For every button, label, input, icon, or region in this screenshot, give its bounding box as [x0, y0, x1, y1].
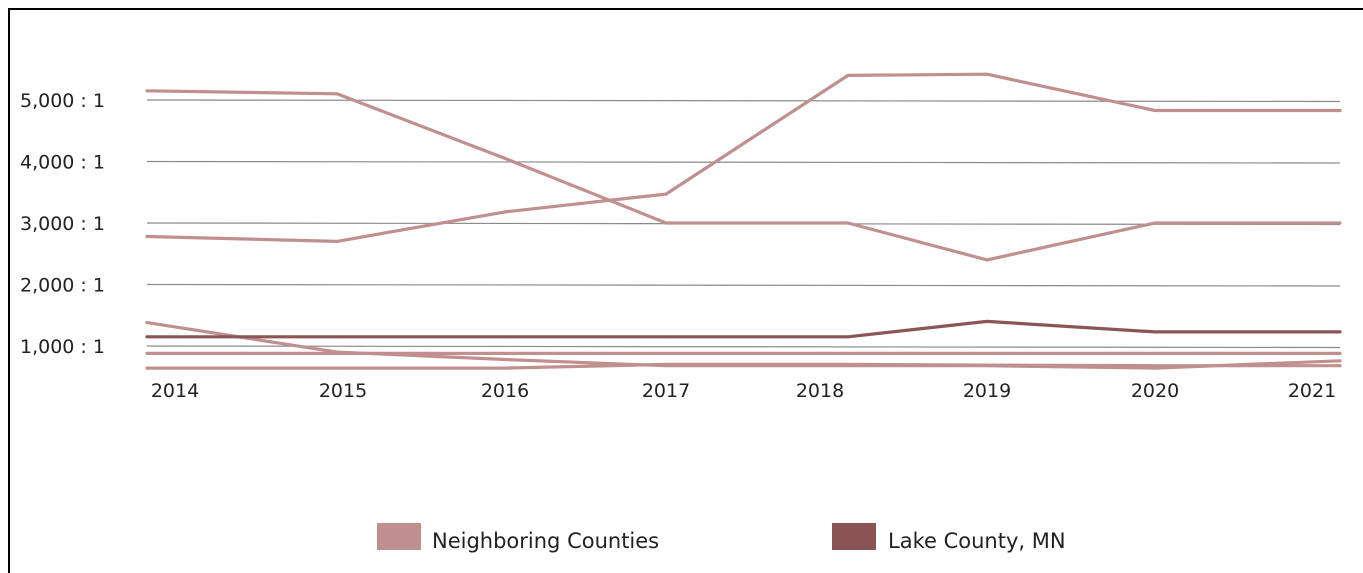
data-point-neighbor-3-2021: [1338, 352, 1342, 355]
data-point-lake-5-2017: [664, 335, 668, 339]
x-tick-label-2016: 2016: [481, 380, 529, 402]
series-line-neighbor-1: [145, 72, 1342, 243]
data-point-neighbor-2-2014: [145, 321, 149, 324]
data-point-neighbor-2-2020: [1153, 366, 1157, 370]
data-point-neighbor-4-2019: [985, 363, 989, 367]
data-point-neighbor-3-2016: [503, 352, 507, 355]
data-point-neighbor-3-2017: [664, 352, 668, 355]
data-point-neighbor-1-2018: [846, 74, 850, 77]
legend-label-lake-county: Lake County, MN: [888, 529, 1066, 553]
legend-swatch-lake-county: [832, 523, 876, 550]
gridline-4000: [146, 160, 1341, 164]
data-point-neighbor-3-2014: [145, 352, 149, 355]
data-point-neighbor-1-2016: [503, 210, 507, 214]
x-axis-tick-labels: 2014 2015 2016 2017 2018 2019 2020 2021: [151, 380, 1336, 402]
data-point-neighbor-3-2019: [985, 352, 989, 355]
x-tick-label-2017: 2017: [642, 380, 690, 402]
y-tick-label: 2,000 : 1: [20, 275, 105, 297]
x-tick-label-2015: 2015: [319, 380, 367, 402]
data-point-lake-5-2018: [846, 335, 850, 339]
series-line-neighbor-4: [145, 362, 1342, 370]
series-line-neighbor-0: [145, 89, 1342, 262]
gridlines: [146, 99, 1341, 349]
data-point-neighbor-0-2018: [846, 221, 850, 225]
y-tick-label: 4,000 : 1: [20, 152, 105, 174]
gridline-2000: [146, 283, 1341, 287]
data-point-neighbor-0-2014: [145, 89, 149, 93]
data-point-neighbor-0-2019: [985, 258, 989, 262]
data-point-neighbor-1-2021: [1338, 109, 1342, 112]
legend-swatch-neighboring-counties: [377, 523, 421, 550]
series-lines: [145, 72, 1342, 370]
legend: Neighboring Counties Lake County, MN: [377, 523, 1066, 553]
data-point-neighbor-1-2020: [1153, 109, 1157, 112]
y-tick-label: 3,000 : 1: [20, 213, 105, 235]
y-tick-label: 5,000 : 1: [20, 90, 105, 112]
data-point-lake-5-2020: [1153, 330, 1157, 334]
data-point-neighbor-0-2015: [335, 92, 339, 96]
data-point-lake-5-2014: [145, 335, 149, 339]
data-point-neighbor-2-2021: [1338, 359, 1342, 363]
data-point-neighbor-3-2018: [846, 352, 850, 355]
data-point-neighbor-1-2015: [335, 240, 339, 243]
x-tick-label-2019: 2019: [963, 380, 1011, 402]
gridline-5000: [146, 99, 1341, 103]
data-point-neighbor-4-2018: [846, 363, 850, 366]
data-point-neighbor-1-2019: [985, 72, 989, 76]
data-point-neighbor-4-2014: [145, 366, 149, 370]
data-point-lake-5-2015: [335, 335, 339, 339]
data-point-lake-5-2016: [503, 335, 507, 339]
data-point-neighbor-0-2017: [664, 221, 668, 225]
data-point-neighbor-1-2017: [664, 192, 668, 196]
chart-frame: [8, 8, 1363, 573]
gridline-1000: [146, 345, 1341, 349]
x-tick-label-2020: 2020: [1131, 380, 1179, 402]
data-point-neighbor-0-2020: [1153, 221, 1157, 225]
data-point-lake-5-2019: [985, 320, 989, 323]
data-point-neighbor-3-2020: [1153, 352, 1157, 355]
data-point-neighbor-0-2021: [1338, 221, 1342, 225]
series-line-neighbor-2: [145, 321, 1342, 370]
data-point-neighbor-4-2017: [664, 363, 668, 366]
data-point-neighbor-4-2016: [503, 366, 507, 370]
y-axis-tick-labels: 1,000 : 1 2,000 : 1 3,000 : 1 4,000 : 1 5,00…: [20, 90, 105, 358]
data-point-neighbor-4-2020: [1153, 364, 1157, 368]
series-line-lake-5: [145, 319, 1342, 339]
x-tick-label-2021: 2021: [1288, 380, 1336, 402]
data-point-neighbor-4-2021: [1338, 364, 1342, 368]
legend-label-neighboring-counties: Neighboring Counties: [432, 529, 659, 553]
data-point-neighbor-0-2016: [503, 157, 507, 160]
data-point-neighbor-4-2015: [335, 366, 339, 370]
data-point-neighbor-1-2014: [145, 235, 149, 238]
data-point-neighbor-2-2016: [503, 358, 507, 361]
data-point-lake-5-2021: [1338, 330, 1342, 334]
data-point-neighbor-3-2015: [335, 352, 339, 355]
x-tick-label-2014: 2014: [151, 380, 199, 402]
y-tick-label: 1,000 : 1: [20, 336, 105, 358]
x-tick-label-2018: 2018: [796, 380, 844, 402]
